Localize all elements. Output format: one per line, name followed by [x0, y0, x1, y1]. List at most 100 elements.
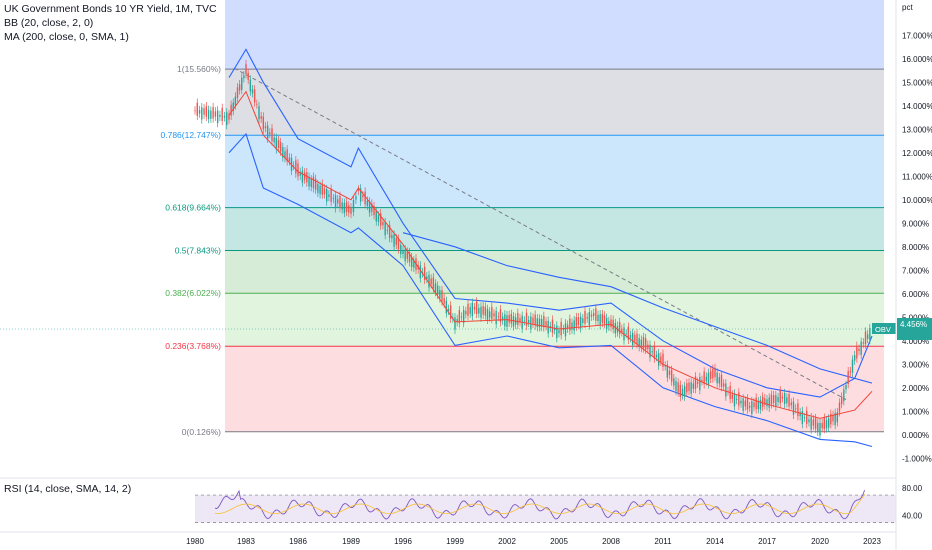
price-candle-body [345, 202, 348, 212]
price-candle-body [371, 203, 373, 212]
price-candle-body [426, 276, 428, 279]
price-candle-body [332, 198, 335, 200]
fib-zone-1 [225, 135, 884, 208]
price-candle-body [629, 334, 632, 339]
y-tick-label: 5.000% [902, 313, 929, 322]
price-candle-body [408, 252, 411, 263]
y-axis-unit: pct [902, 3, 913, 12]
price-candle-body [858, 348, 860, 351]
price-candle-body [573, 320, 575, 331]
price-candle-body [373, 205, 375, 216]
price-candle-body [530, 316, 532, 329]
price-candle-body [198, 110, 201, 114]
price-candle-body [292, 165, 295, 167]
price-candle-body [402, 249, 404, 255]
price-candle-body [249, 79, 252, 92]
price-candle-body [709, 371, 712, 379]
price-candle-body [586, 317, 588, 319]
price-candle-body [569, 318, 571, 331]
price-candle-body [223, 116, 226, 118]
price-candle-body [482, 306, 484, 315]
price-candle-body [210, 110, 212, 119]
price-candle-body [282, 147, 284, 158]
price-candle-body [343, 202, 346, 213]
price-candle-body [221, 107, 223, 122]
price-candle-body [443, 298, 445, 304]
price-candle-body [308, 176, 310, 187]
price-candle-body [786, 397, 788, 404]
price-candle-body [449, 305, 452, 319]
price-candle-body [517, 312, 519, 325]
price-candle-body [519, 318, 521, 322]
price-candle-body [869, 328, 871, 340]
price-candle-body [653, 345, 656, 359]
price-candle-body [413, 260, 415, 268]
price-candle-body [766, 399, 768, 407]
price-candle-body [764, 398, 766, 406]
price-candle-body [203, 108, 205, 115]
price-candle-body [718, 377, 721, 384]
fib-label: 0.618(9.664%) [165, 203, 221, 213]
price-candle-body [262, 116, 265, 130]
price-candle-body [810, 417, 812, 430]
x-tick-label: 2008 [602, 537, 620, 546]
y-tick-label: 0.000% [902, 431, 929, 440]
price-candle-body [447, 308, 450, 311]
price-candle-body [488, 311, 491, 318]
y-tick-label: 3.000% [902, 360, 929, 369]
fib-label: 1(15.560%) [177, 64, 221, 74]
price-candle-body [851, 359, 854, 373]
price-candle-body [612, 319, 614, 330]
price-candle-body [264, 126, 267, 129]
price-candle-body [323, 188, 326, 195]
price-candle-body [341, 202, 343, 210]
price-candle-body [864, 331, 867, 345]
price-candle-body [651, 351, 653, 353]
price-candle-body [783, 393, 786, 404]
price-candle-body [803, 417, 806, 419]
price-candle-body [247, 72, 249, 80]
price-candle-body [790, 402, 792, 406]
price-candle-body [377, 215, 380, 222]
price-candle-body [725, 383, 727, 397]
price-candle-body [817, 422, 819, 432]
price-candle-body [232, 102, 234, 111]
price-candle-body [714, 368, 716, 378]
price-candle-body [735, 399, 738, 401]
price-candle-body [219, 114, 221, 117]
x-tick-label: 2005 [550, 537, 568, 546]
price-candle-body [759, 400, 762, 410]
rsi-tick-label: 80.00 [902, 484, 923, 493]
price-candle-body [194, 110, 196, 112]
price-candle-body [610, 319, 612, 328]
price-candle-body [662, 353, 664, 367]
y-tick-label: 13.000% [902, 125, 932, 134]
price-candle-body [553, 328, 556, 331]
price-candle-body [284, 151, 286, 159]
price-candle-body [770, 394, 773, 405]
price-candle-body [636, 333, 638, 345]
price-candle-body [510, 313, 513, 324]
price-candle-body [707, 372, 710, 385]
price-candle-body [746, 398, 749, 410]
last-value-sub: OBV [875, 325, 891, 334]
price-candle-body [310, 179, 312, 187]
price-candle-body [400, 244, 402, 255]
price-candle-body [228, 114, 230, 120]
price-candle-body [532, 317, 534, 324]
price-candle-body [256, 103, 258, 105]
price-candle-body [779, 390, 781, 404]
price-candle-body [618, 322, 621, 335]
price-candle-body [478, 307, 480, 314]
fib-label: 0.236(3.768%) [165, 341, 221, 351]
price-candle-body [279, 142, 282, 152]
price-candle-body [266, 125, 269, 139]
price-candle-body [273, 137, 275, 143]
price-candle-body [207, 109, 210, 120]
price-candle-body [634, 334, 636, 342]
x-tick-label: 2011 [654, 537, 672, 546]
price-candle-body [819, 422, 821, 436]
price-candle-body [286, 149, 288, 162]
price-candle-body [271, 128, 273, 142]
